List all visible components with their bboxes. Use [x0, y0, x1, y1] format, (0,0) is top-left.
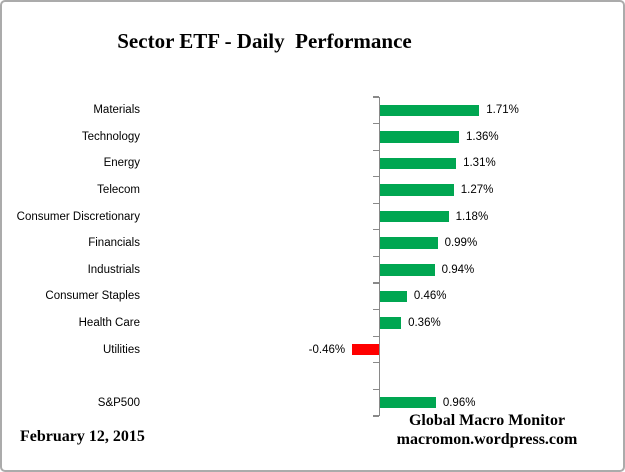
axis-tick: [373, 335, 379, 337]
value-label-s-p500: 0.96%: [442, 396, 476, 409]
value-label-industrials: 0.94%: [441, 263, 475, 276]
value-label-telecom: 1.27%: [460, 184, 494, 197]
axis-tick: [373, 149, 379, 151]
bar-consumer-discretionary: [380, 210, 449, 223]
axis-tick: [373, 96, 379, 98]
value-label-materials: 1.71%: [486, 104, 519, 117]
category-label-s-p500: S&P500: [97, 396, 140, 409]
footer-date: February 12, 2015: [20, 428, 145, 445]
bar-row: Industrials 0.94%: [2, 256, 623, 283]
category-label-telecom: Telecom: [97, 184, 140, 197]
footer-brand: Global Macro Monitor macromon.wordpress.…: [362, 411, 612, 449]
bar-row: Financials 0.99%: [2, 230, 623, 257]
value-label-financials: 0.99%: [444, 237, 478, 250]
bar-row: Consumer Discretionary 1.18%: [2, 203, 623, 230]
bar-s-p500: [380, 396, 436, 409]
bar-row: Health Care 0.36%: [2, 310, 623, 337]
bar-health-care: [380, 317, 402, 329]
bar-row: Consumer Staples 0.46%: [2, 283, 623, 310]
footer-brand-url: macromon.wordpress.com: [396, 431, 578, 448]
category-label-utilities: Utilities: [102, 343, 140, 356]
bar-utilities: [352, 343, 379, 356]
axis-tick: [373, 282, 379, 284]
bar-energy: [380, 157, 457, 170]
axis-tick: [373, 122, 379, 125]
axis-tick: [373, 415, 379, 417]
bar-row: Materials 1.71%: [2, 97, 623, 124]
category-axis: [378, 97, 381, 416]
bar-telecom: [380, 184, 454, 196]
category-label-financials: Financials: [88, 237, 140, 250]
axis-tick: [373, 229, 379, 231]
bar-row: Energy 1.31%: [2, 150, 623, 177]
footer-brand-name: Global Macro Monitor: [408, 412, 566, 429]
category-label-materials: Materials: [93, 104, 140, 117]
bar-technology: [380, 131, 459, 143]
bar-row: S&P500 0.96%: [2, 389, 623, 416]
value-label-utilities: -0.46%: [308, 343, 346, 356]
chart-title: Sector ETF - Daily Performance: [117, 29, 412, 53]
bar-financials: [380, 237, 438, 249]
axis-tick: [373, 202, 379, 204]
axis-tick: [373, 362, 379, 364]
value-label-technology: 1.36%: [465, 130, 499, 143]
axis-tick: [373, 255, 379, 258]
bar-industrials: [380, 264, 435, 276]
axis-tick: [373, 388, 379, 390]
axis-tick: [373, 176, 379, 178]
category-label-industrials: Industrials: [87, 263, 140, 276]
category-label-consumer-discretionary: Consumer Discretionary: [16, 210, 140, 223]
category-label-technology: Technology: [81, 130, 140, 143]
bar-row: Technology 1.36%: [2, 124, 623, 151]
bar-row: Telecom 1.27%: [2, 177, 623, 204]
value-label-energy: 1.31%: [463, 157, 496, 170]
category-label-energy: Energy: [103, 157, 140, 170]
value-label-consumer-discretionary: 1.18%: [455, 210, 489, 223]
value-label-consumer-staples: 0.46%: [413, 290, 447, 303]
bar-materials: [380, 104, 480, 117]
value-label-health-care: 0.36%: [408, 316, 441, 329]
bar-row: [2, 363, 623, 390]
axis-tick: [373, 309, 379, 311]
bar-row: Utilities -0.46%: [2, 336, 623, 363]
category-label-health-care: Health Care: [78, 316, 140, 329]
bar-consumer-staples: [380, 290, 407, 303]
category-label-consumer-staples: Consumer Staples: [45, 290, 140, 303]
